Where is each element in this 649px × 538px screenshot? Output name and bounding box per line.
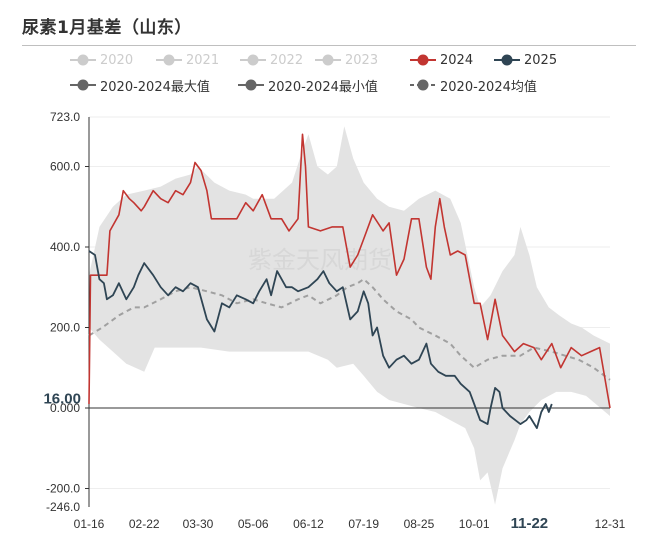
x-tick-label: 02-22 — [129, 517, 160, 531]
watermark: 紫金天风期货 — [248, 246, 392, 274]
legend-label: 2020 — [100, 52, 134, 68]
y-tick-label: 400.0 — [50, 240, 80, 254]
x-tick-label: 05-06 — [238, 517, 269, 531]
legend-label: 2020-2024均值 — [440, 79, 537, 95]
legend-row-stats: 2020-2024最大值 2020-2024最小值 2020-2024均值 — [0, 75, 649, 95]
y-tick-label: 0.000 — [50, 401, 80, 415]
y-range-label-max: 723.0 — [50, 110, 80, 124]
legend-marker-icon — [240, 54, 266, 66]
series-line-2025 — [88, 250, 553, 429]
legend-marker-icon — [410, 79, 436, 91]
x-tick-label: 06-12 — [293, 517, 324, 531]
y-tick-label: -200.0 — [46, 481, 80, 495]
legend-item-2024[interactable]: 2024 — [410, 50, 473, 70]
legend-label: 2021 — [186, 52, 220, 68]
legend-item-2021[interactable]: 2021 — [156, 50, 219, 70]
legend-label: 2023 — [345, 52, 379, 68]
y-range-label-min: -246.0 — [46, 500, 80, 514]
title-divider — [22, 45, 636, 46]
legend-item-2023[interactable]: 2023 — [315, 50, 378, 70]
y-tick-label: 200.0 — [50, 320, 80, 334]
y-marker-label: 16.00 — [43, 391, 81, 408]
x-tick-label: 10-01 — [459, 517, 490, 531]
legend-label: 2020-2024最大值 — [100, 79, 210, 95]
legend-marker-icon — [315, 54, 341, 66]
legend-label: 2025 — [524, 52, 558, 68]
x-tick-label: 11-22 — [511, 515, 549, 532]
legend-item-2020[interactable]: 2020 — [70, 50, 133, 70]
legend-marker-icon — [494, 54, 520, 66]
legend-label: 2024 — [440, 52, 474, 68]
legend-marker-icon — [70, 54, 96, 66]
legend-item-2020-2024最小值[interactable]: 2020-2024最小值 — [238, 75, 378, 95]
y-tick-label: 600.0 — [50, 160, 80, 174]
x-tick-label: 03-30 — [183, 517, 214, 531]
x-tick-label: 01-16 — [74, 517, 105, 531]
legend-marker-icon — [238, 79, 264, 91]
legend-row-years: 2020 2021 2022 2023 2024 2025 — [0, 50, 649, 70]
chart-title: 尿素1月基差（山东） — [22, 18, 192, 38]
x-tick-label: 12-31 — [595, 517, 626, 531]
x-tick-label: 07-19 — [348, 517, 379, 531]
legend-label: 2020-2024最小值 — [268, 79, 378, 95]
series-line-2024 — [88, 133, 611, 409]
legend-marker-icon — [410, 54, 436, 66]
legend-item-2020-2024最大值[interactable]: 2020-2024最大值 — [70, 75, 210, 95]
legend-item-2020-2024均值[interactable]: 2020-2024均值 — [410, 75, 537, 95]
x-tick-label: 08-25 — [404, 517, 435, 531]
legend-marker-icon — [70, 79, 96, 91]
legend-label: 2022 — [270, 52, 304, 68]
legend-item-2025[interactable]: 2025 — [494, 50, 557, 70]
legend-marker-icon — [156, 54, 182, 66]
legend-item-2022[interactable]: 2022 — [240, 50, 303, 70]
